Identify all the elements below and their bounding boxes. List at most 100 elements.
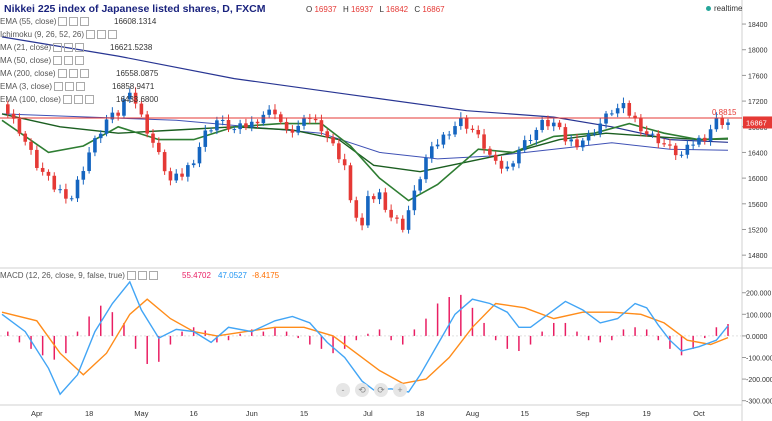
- candle-body: [302, 117, 306, 126]
- candle-body: [104, 119, 109, 134]
- time-tick-label: 15: [300, 409, 308, 418]
- legend-close-icon[interactable]: [108, 30, 118, 40]
- candle-body: [673, 145, 678, 156]
- legend-row-ichimoku[interactable]: Ichimoku (9, 26, 52, 26): [0, 29, 118, 41]
- chart-nav-controls: - ⟲ ⟳ +: [336, 380, 412, 398]
- candle-body: [180, 173, 184, 177]
- legend-settings-icon[interactable]: [65, 82, 75, 92]
- candle-body: [668, 144, 672, 146]
- candle-body: [174, 173, 179, 181]
- candle-body: [488, 148, 492, 155]
- plot-background: [0, 0, 742, 421]
- candle-body: [110, 112, 115, 120]
- legend-close-icon[interactable]: [84, 95, 94, 105]
- legend-row-ema55[interactable]: EMA (55, close) 16608.1314: [0, 16, 156, 28]
- candle-body: [168, 171, 173, 181]
- legend-settings-icon[interactable]: [64, 56, 74, 66]
- legend-row-ema3[interactable]: EMA (3, close) 16858.9471: [0, 81, 154, 93]
- candle-body: [383, 192, 388, 210]
- candle-body: [418, 179, 422, 191]
- candle-body: [93, 138, 97, 153]
- candle-body: [551, 122, 556, 127]
- legend-settings-icon[interactable]: [68, 69, 78, 79]
- level-label: 0.8815: [712, 108, 737, 117]
- legend-row-ema100[interactable]: EMA (100, close) 16433.6800: [0, 94, 158, 106]
- candle-body: [604, 113, 608, 124]
- legend-eye-icon[interactable]: [54, 82, 64, 92]
- legend-row-ma21[interactable]: MA (21, close) 16621.5238: [0, 42, 152, 54]
- legend-eye-icon[interactable]: [57, 69, 67, 79]
- legend-close-icon[interactable]: [79, 69, 89, 79]
- legend-eye-icon[interactable]: [62, 95, 72, 105]
- candle-body: [133, 92, 138, 104]
- legend-row-ma50[interactable]: MA (50, close): [0, 55, 85, 67]
- scroll-left-button[interactable]: ⟲: [355, 383, 369, 397]
- candle-body: [238, 123, 242, 130]
- time-tick-label: 16: [189, 409, 197, 418]
- candle-body: [290, 129, 295, 133]
- candle-body: [389, 209, 393, 218]
- candle-body: [319, 120, 324, 132]
- candle-body: [586, 133, 591, 141]
- candle-body: [284, 121, 289, 130]
- legend-settings-icon[interactable]: [137, 271, 147, 281]
- legend-settings-icon[interactable]: [64, 43, 74, 53]
- legend-close-icon[interactable]: [76, 82, 86, 92]
- zoom-in-button[interactable]: +: [393, 383, 407, 397]
- legend-settings-icon[interactable]: [73, 95, 83, 105]
- ma-21-line: [1, 119, 729, 202]
- ohlc-close-value: 16867: [422, 5, 445, 14]
- candle-body: [69, 198, 74, 200]
- legend-eye-icon[interactable]: [86, 30, 96, 40]
- time-tick-label: Apr: [31, 409, 43, 418]
- candle-body: [348, 165, 353, 201]
- legend-eye-icon[interactable]: [53, 56, 63, 66]
- candle-body: [145, 114, 149, 134]
- time-tick-label: 18: [416, 409, 424, 418]
- candle-body: [476, 129, 481, 135]
- candle-body: [366, 196, 370, 226]
- time-tick-label: Aug: [466, 409, 479, 418]
- legend-eye-icon[interactable]: [126, 271, 136, 281]
- candle-body: [35, 149, 39, 168]
- legend-close-icon[interactable]: [80, 17, 90, 27]
- legend-close-icon[interactable]: [148, 271, 158, 281]
- candle-body: [162, 152, 167, 172]
- candle-body: [470, 128, 475, 130]
- candle-body: [598, 123, 603, 134]
- candle-body: [575, 139, 579, 148]
- realtime-indicator: realtime: [706, 4, 742, 13]
- candle-body: [273, 109, 277, 115]
- price-tick-label: 16400: [748, 150, 768, 157]
- candle-body: [255, 121, 260, 124]
- candle-body: [412, 190, 417, 211]
- legend-eye-icon[interactable]: [53, 43, 63, 53]
- candle-body: [209, 130, 213, 132]
- price-tick-label: 15200: [748, 227, 768, 234]
- candle-body: [563, 127, 568, 142]
- legend-settings-icon[interactable]: [69, 17, 79, 27]
- scroll-right-button[interactable]: ⟳: [374, 383, 388, 397]
- candle-body: [360, 217, 364, 226]
- realtime-dot-icon: [706, 6, 711, 11]
- candle-body: [244, 123, 248, 128]
- candle-body: [691, 144, 695, 146]
- macd-tick-label: -300.000: [746, 399, 772, 406]
- candle-body: [127, 92, 132, 100]
- candle-body: [203, 130, 208, 147]
- candle-body: [453, 126, 457, 135]
- candle-body: [29, 141, 33, 150]
- legend-eye-icon[interactable]: [58, 17, 68, 27]
- legend-settings-icon[interactable]: [97, 30, 107, 40]
- candle-body: [708, 129, 713, 141]
- legend-name: EMA (100, close): [0, 95, 61, 104]
- legend-row-ma200[interactable]: MA (200, close) 16558.0875: [0, 68, 158, 80]
- legend-close-icon[interactable]: [75, 56, 85, 66]
- candle-body: [702, 137, 707, 141]
- candle-body: [459, 117, 463, 127]
- legend-close-icon[interactable]: [75, 43, 85, 53]
- legend-row-macd[interactable]: MACD (12, 26, close, 9, false, true) 55.…: [0, 270, 279, 282]
- zoom-out-button[interactable]: -: [336, 383, 350, 397]
